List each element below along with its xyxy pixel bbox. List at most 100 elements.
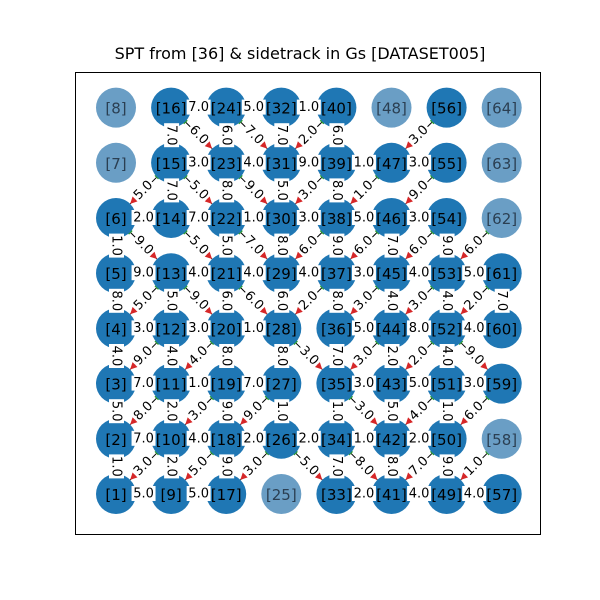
node-label: [53] bbox=[431, 265, 462, 283]
edge-tail-mark bbox=[209, 450, 215, 456]
edge-weight-bg bbox=[350, 397, 379, 425]
edge-weight-label: 8.0 bbox=[329, 288, 345, 313]
edge-weight-text: 3.0 bbox=[299, 211, 320, 226]
edge-weight-label: 4.0 bbox=[462, 320, 487, 336]
edge-weight-bg bbox=[349, 176, 378, 204]
edge-weight-label: 4.0 bbox=[164, 344, 180, 368]
edge-weight-label: 4.0 bbox=[241, 265, 266, 281]
edge-tail-mark bbox=[348, 450, 354, 456]
edge-arrowhead bbox=[405, 251, 414, 260]
edge-weight-text: 9.0 bbox=[299, 155, 320, 170]
edge-weight-label: 3.0 bbox=[407, 154, 432, 170]
edge-weight-label: 6.0 bbox=[404, 231, 433, 260]
node-circle bbox=[371, 418, 412, 459]
edge-weight-label: 3.0 bbox=[351, 265, 376, 281]
edge-tail-mark bbox=[237, 229, 243, 235]
node-label: [39] bbox=[321, 155, 352, 173]
edge-arrowhead bbox=[460, 417, 469, 425]
edge-weight-bg bbox=[407, 210, 432, 225]
edge-tail-mark bbox=[237, 174, 243, 180]
edge-weight-bg bbox=[274, 399, 290, 424]
node-circle bbox=[96, 474, 136, 514]
edge-weight-bg bbox=[274, 123, 290, 148]
edge-weight-text: 3.0 bbox=[464, 376, 485, 391]
edge-weight-text: 1.0 bbox=[354, 155, 375, 170]
node-circle bbox=[316, 474, 357, 514]
edge-weight-bg bbox=[296, 265, 321, 281]
node-circle bbox=[316, 418, 357, 459]
node-circle bbox=[261, 474, 302, 514]
node-label: [36] bbox=[321, 320, 352, 338]
edge-weight-text: 6.0 bbox=[274, 290, 289, 311]
graph-node-faded: [64] bbox=[481, 87, 522, 128]
node-circle bbox=[206, 363, 247, 404]
graph-node: [18] bbox=[206, 418, 247, 459]
edge-weight-label: 9.0 bbox=[439, 454, 455, 479]
edge-arrowhead bbox=[350, 306, 358, 315]
edge-arrowhead bbox=[295, 306, 303, 315]
graph-node: [32] bbox=[261, 87, 302, 128]
edge-weight-bg bbox=[439, 344, 455, 368]
edge-weight-label: 2.0 bbox=[241, 430, 266, 446]
node-label: [21] bbox=[211, 265, 242, 283]
edge-weight-bg bbox=[240, 231, 268, 260]
graph-node: [19] bbox=[206, 363, 247, 404]
edge-weight-label: 4.0 bbox=[439, 288, 455, 313]
graph-node: [6] bbox=[96, 198, 136, 238]
edge-arrowhead bbox=[405, 417, 414, 425]
edge-weight-label: 9.0 bbox=[219, 399, 235, 424]
edge-weight-text: 1.0 bbox=[439, 401, 454, 422]
edge-weight-bg bbox=[404, 452, 433, 480]
graph-node: [60] bbox=[481, 308, 522, 349]
edge-weight-bg bbox=[351, 486, 376, 501]
node-label: [46] bbox=[376, 210, 407, 228]
edge-weight-bg bbox=[296, 99, 321, 115]
edge-weight-text: 7.0 bbox=[274, 125, 289, 146]
node-circle bbox=[261, 87, 302, 128]
edge-arrowhead bbox=[314, 362, 323, 370]
node-circle bbox=[96, 253, 136, 294]
edge-weight-label: 9.0 bbox=[131, 265, 156, 281]
edge-weight-label: 1.0 bbox=[241, 210, 266, 226]
edge-weight-label: 5.0 bbox=[274, 178, 290, 203]
edge-weight-label: 9.0 bbox=[219, 454, 235, 479]
edge-weight-label: 1.0 bbox=[241, 320, 266, 336]
edge-weight-bg bbox=[384, 344, 400, 368]
edge-weight-bg bbox=[129, 452, 157, 480]
edge-tail-mark bbox=[154, 450, 160, 456]
graph-node: [10] bbox=[151, 418, 192, 459]
edge-weight-bg bbox=[164, 344, 180, 368]
edge-weight-label: 7.0 bbox=[131, 375, 156, 391]
edge-weight-text: 1.0 bbox=[243, 211, 264, 226]
edge-weight-text: 2.0 bbox=[164, 401, 179, 422]
node-label: [13] bbox=[156, 265, 187, 283]
edge-weight-bg bbox=[185, 231, 213, 260]
edge-weight-label: 4.0 bbox=[109, 344, 124, 368]
graph-node: [31] bbox=[261, 142, 302, 183]
edge-weight-label: 4.0 bbox=[384, 288, 400, 313]
edge-weight-bg bbox=[296, 430, 321, 446]
edge-weight-text: 9.0 bbox=[439, 235, 454, 256]
edge-weight-bg bbox=[329, 288, 345, 313]
edge-arrowhead bbox=[240, 472, 248, 480]
edge-weight-text: 5.0 bbox=[188, 487, 209, 502]
node-circle bbox=[371, 142, 412, 183]
edge-arrowhead bbox=[204, 251, 213, 260]
edge-arrowhead bbox=[405, 362, 414, 370]
graph-node: [5] bbox=[96, 253, 136, 294]
edge-arrowhead bbox=[405, 196, 414, 204]
node-label: [27] bbox=[266, 376, 297, 394]
node-circle bbox=[481, 253, 522, 294]
node-circle bbox=[151, 308, 192, 349]
edge-weight-text: 7.0 bbox=[164, 180, 179, 201]
node-label: [34] bbox=[321, 431, 352, 449]
edge-weight-text: 4.0 bbox=[188, 266, 209, 281]
edge-weight-label: 8.0 bbox=[274, 344, 290, 368]
edge-weight-bg bbox=[462, 486, 487, 501]
edge-weight-bg bbox=[295, 341, 323, 370]
graph-node: [30] bbox=[261, 198, 302, 238]
edge-weight-bg bbox=[460, 341, 489, 370]
edge-weight-text: 6.0 bbox=[219, 290, 234, 311]
node-label: [56] bbox=[431, 100, 462, 118]
node-circle bbox=[96, 363, 136, 404]
